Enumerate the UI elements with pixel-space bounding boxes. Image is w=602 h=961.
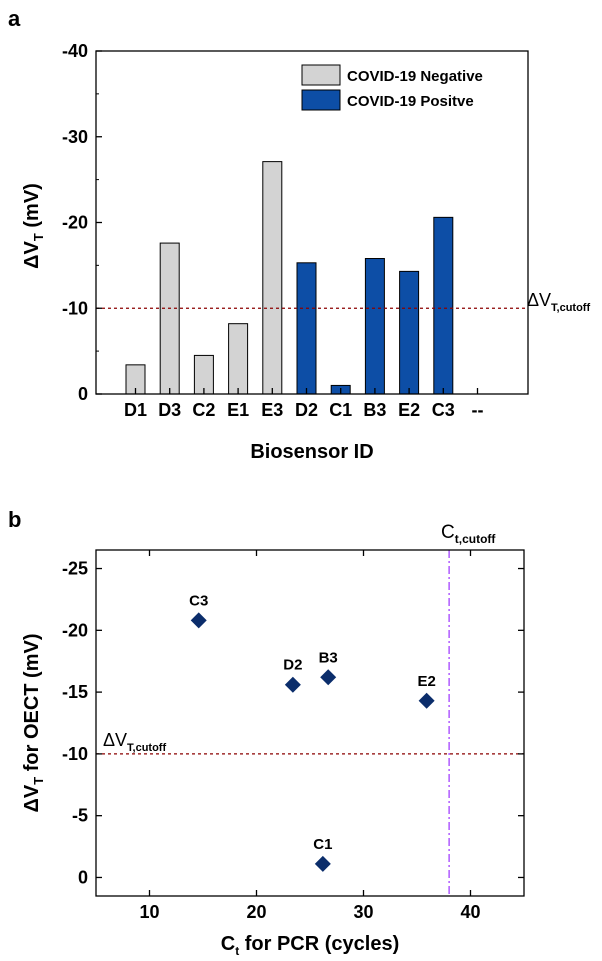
panel-b-ylabel-rest: for OECT (mV) <box>21 633 43 776</box>
point-label-B3: B3 <box>319 649 338 666</box>
hline-label-main: ΔV <box>103 730 127 750</box>
point-C3 <box>190 612 207 629</box>
vline-label: Ct,cutoff <box>441 522 496 546</box>
xtick-label: D2 <box>295 400 318 420</box>
bar-E3 <box>262 161 283 395</box>
ytick-label: -5 <box>72 806 88 826</box>
ytick-label: -15 <box>62 682 88 702</box>
point-C1 <box>314 855 331 872</box>
bar-D2 <box>296 262 317 395</box>
panel-b-ylabel: ΔVT for OECT (mV) <box>21 633 46 812</box>
xtick-label: E1 <box>227 400 249 420</box>
panel-b-xlabel-sub: t <box>235 944 239 958</box>
xtick-label: 40 <box>460 902 480 922</box>
xtick-label: B3 <box>363 400 386 420</box>
panel-b-yticks: 0 -5 -10 -15 -20 -25 <box>62 559 524 887</box>
xtick-label: D1 <box>124 400 147 420</box>
panel-a-ylabel-unit: (mV) <box>21 183 43 233</box>
vline-label-main: C <box>441 522 455 543</box>
bar-E1 <box>228 323 249 395</box>
legend: COVID-19 Negative COVID-19 Positve <box>301 64 483 111</box>
panel-a: a ΔVT,cutoff 0-10-20-30-40 D1 D3 C2 E1 E3 D2 C… <box>8 6 590 463</box>
panel-b-ylabel-sub: T <box>31 777 46 785</box>
xtick-label: C1 <box>329 400 352 420</box>
ytick-label: -10 <box>62 298 88 318</box>
panel-b-xlabel: Ct for PCR (cycles) <box>221 933 400 958</box>
ytick-label: -30 <box>62 127 88 147</box>
hline-label-sub: T,cutoff <box>127 742 166 754</box>
threshold-label: ΔVT,cutoff <box>527 290 590 314</box>
panel-b-points: C3 D2 B3 E2 C1 <box>189 592 436 872</box>
hline-label: ΔVT,cutoff <box>103 730 166 754</box>
point-D2 <box>284 676 301 693</box>
xtick-label: -- <box>472 400 484 420</box>
bar-B3 <box>364 258 385 395</box>
legend-swatch-positive <box>301 89 341 111</box>
xtick-label: D3 <box>158 400 181 420</box>
threshold-label-sub: T,cutoff <box>551 302 590 314</box>
ytick-label: -20 <box>62 620 88 640</box>
legend-swatch-negative <box>301 64 341 86</box>
legend-label-negative: COVID-19 Negative <box>347 68 483 85</box>
threshold-label-main: ΔV <box>527 290 551 310</box>
xtick-label: 30 <box>353 902 373 922</box>
panel-b-ylabel-main: ΔV <box>21 784 43 812</box>
panel-b-frame <box>95 549 525 897</box>
panel-a-ylabel-sub: T <box>31 233 46 241</box>
ytick-label: 0 <box>78 384 88 404</box>
point-label-D2: D2 <box>283 657 302 674</box>
point-label-C3: C3 <box>189 592 208 609</box>
ytick-label: -20 <box>62 213 88 233</box>
panel-b-xticks: 10 20 30 40 <box>139 550 481 922</box>
point-E2 <box>418 692 435 709</box>
panel-a-xticks: D1 D3 C2 E1 E3 D2 C1 B3 E2 C3 -- <box>124 388 484 420</box>
xtick-label: 10 <box>139 902 159 922</box>
bar-D3 <box>159 242 180 395</box>
panel-a-bars <box>125 161 454 395</box>
xtick-label: C2 <box>192 400 215 420</box>
xtick-label: E2 <box>398 400 420 420</box>
legend-label-positive: COVID-19 Positve <box>347 93 474 110</box>
panel-a-ylabel-main: ΔV <box>21 240 43 268</box>
ytick-label: -25 <box>62 559 88 579</box>
point-label-E2: E2 <box>417 673 435 690</box>
panel-a-label: a <box>8 6 21 31</box>
ytick-label: 0 <box>78 867 88 887</box>
vline-label-sub: t,cutoff <box>455 532 497 546</box>
bar-E2 <box>399 270 420 395</box>
ytick-label: -10 <box>62 744 88 764</box>
panel-b-xlabel-rest: for PCR (cycles) <box>239 933 399 955</box>
point-B3 <box>320 669 337 686</box>
panel-b-xlabel-main: C <box>221 933 235 955</box>
ytick-label: -40 <box>62 41 88 61</box>
bar-C3 <box>433 216 454 395</box>
xtick-label: E3 <box>261 400 283 420</box>
xtick-label: C3 <box>432 400 455 420</box>
xtick-label: 20 <box>246 902 266 922</box>
panel-a-yticks: 0 -10 -20 -30 -40 <box>62 41 102 404</box>
panel-b-label: b <box>8 507 21 532</box>
panel-a-ylabel: ΔVT (mV) <box>21 183 46 269</box>
point-label-C1: C1 <box>313 836 332 853</box>
panel-a-xlabel: Biosensor ID <box>250 441 373 463</box>
